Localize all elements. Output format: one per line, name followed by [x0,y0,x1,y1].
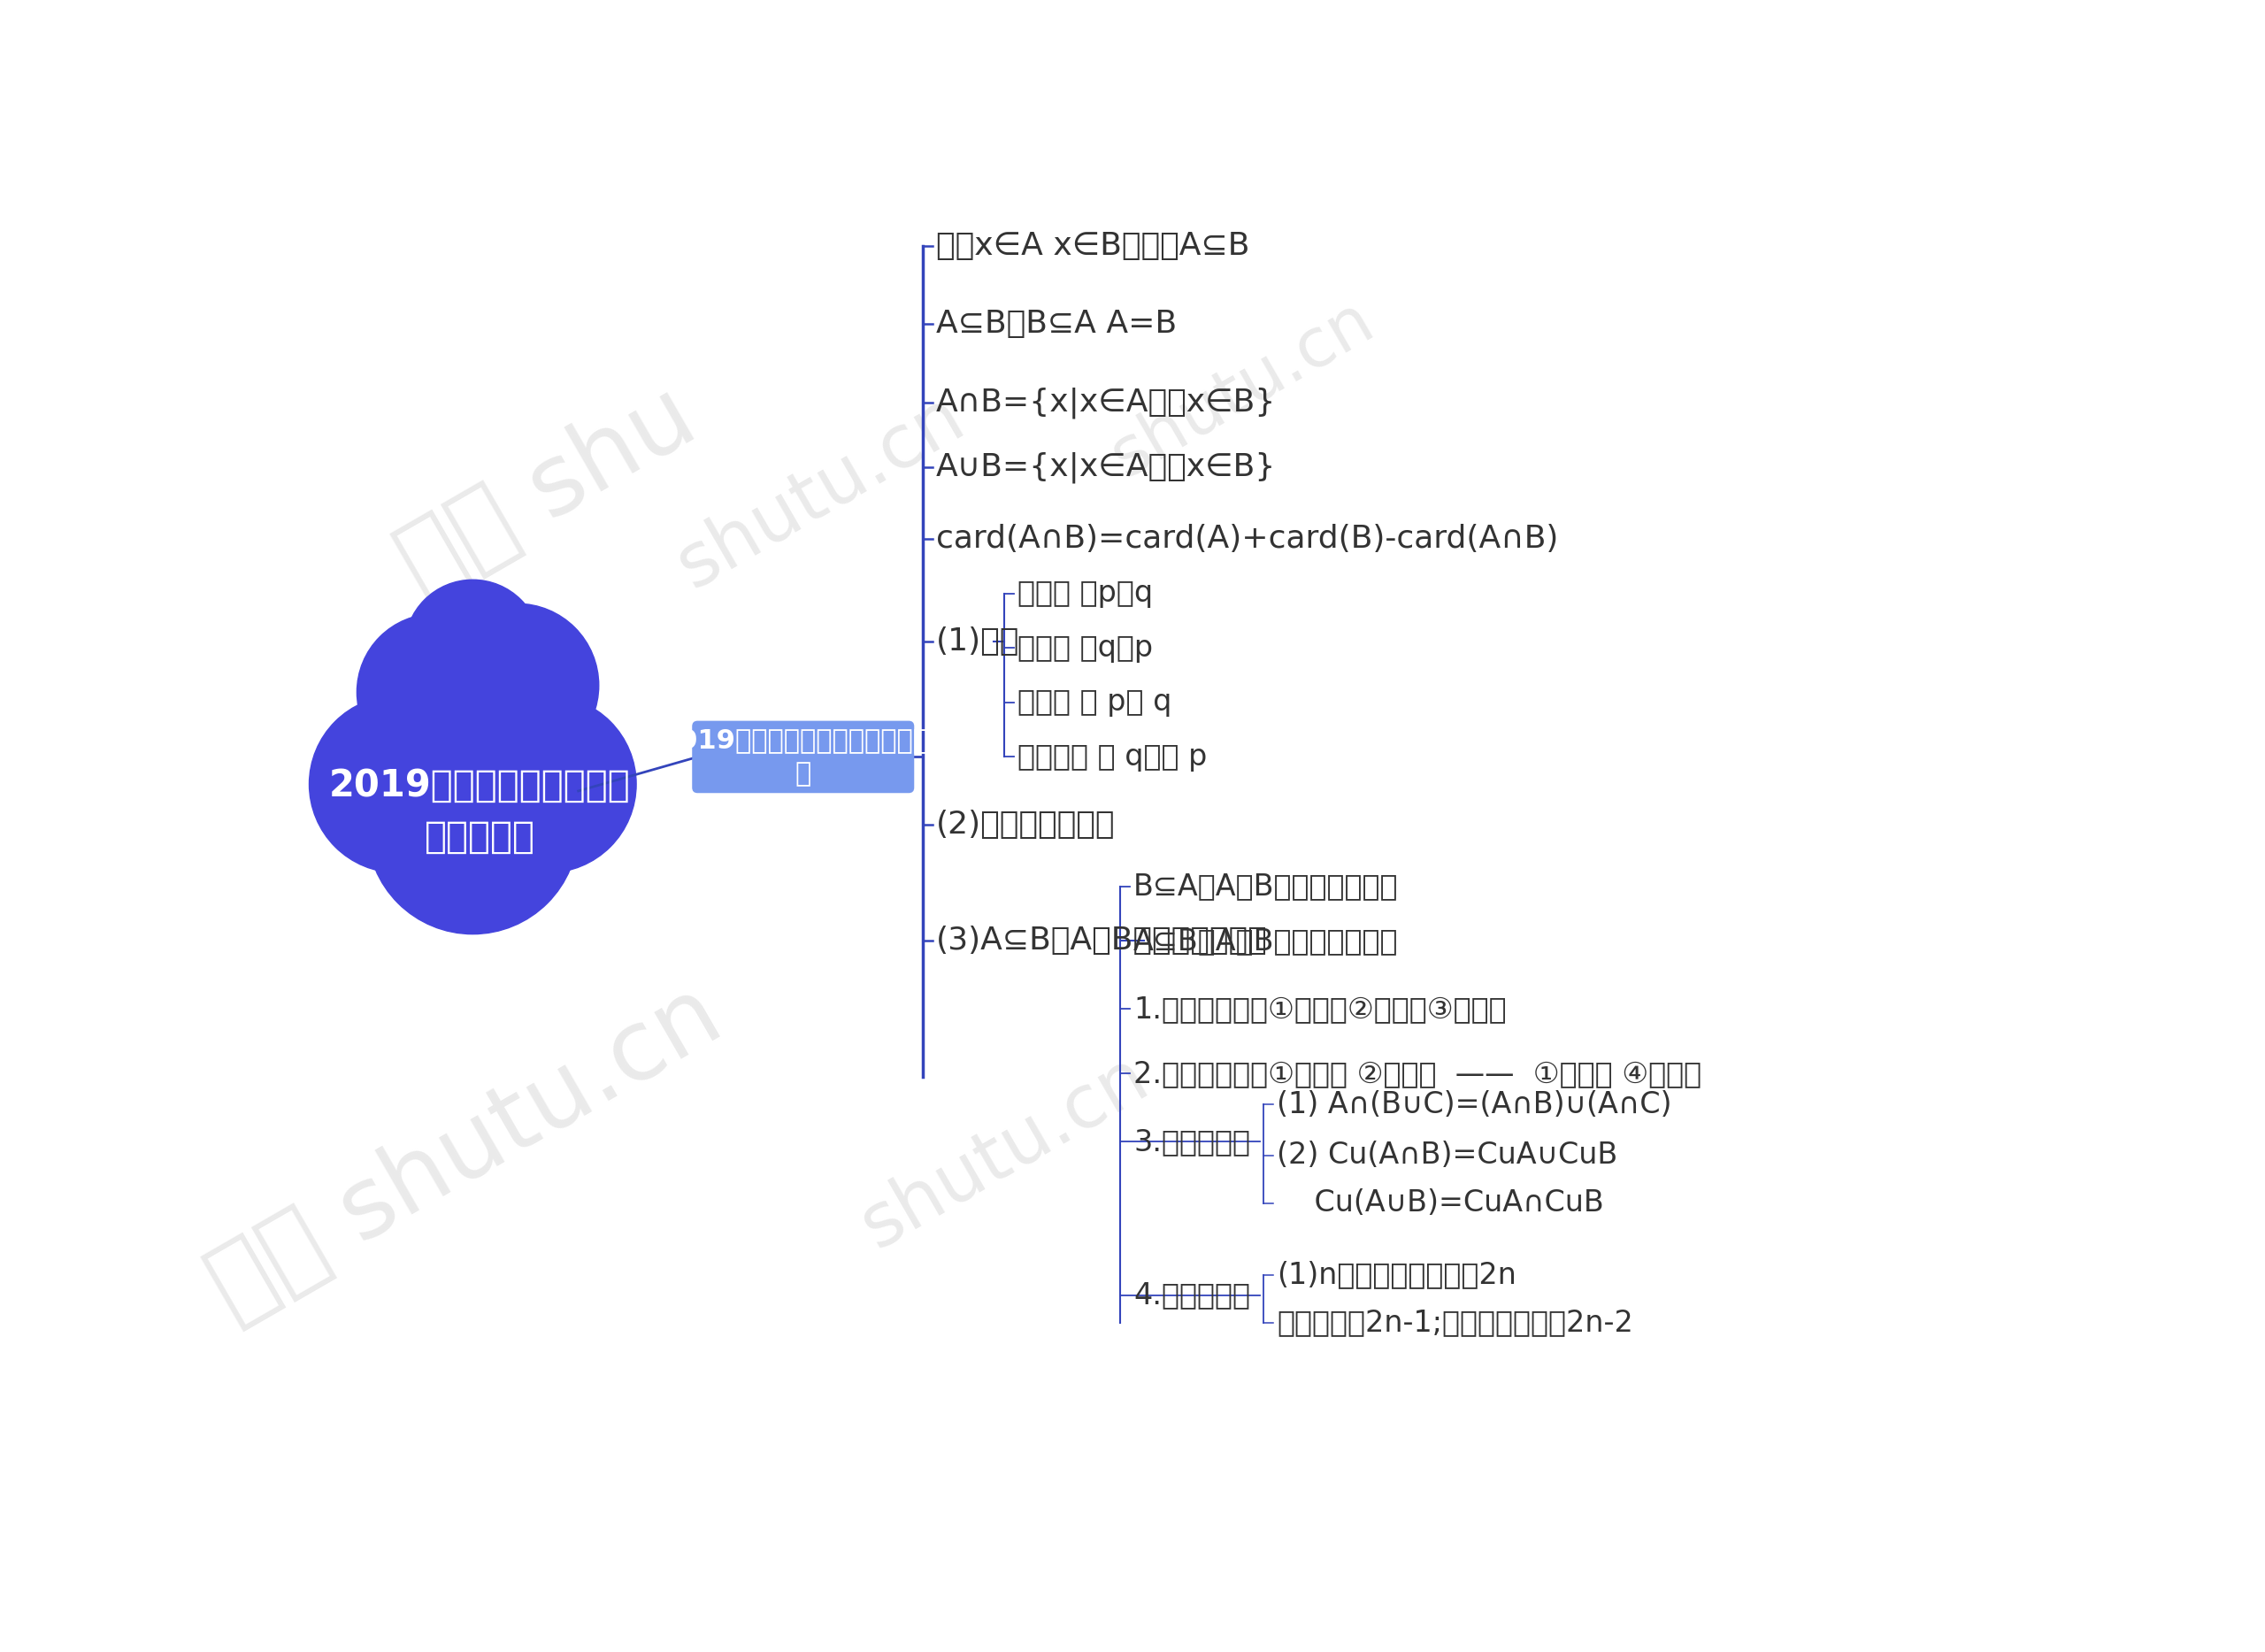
Circle shape [358,615,514,770]
Circle shape [367,724,578,933]
Text: 4.集合的性质: 4.集合的性质 [1132,1280,1250,1310]
Text: (1)命题: (1)命题 [935,626,1019,656]
Circle shape [460,695,636,872]
Circle shape [310,695,487,872]
Text: 1.集合元素具有①确定性②互异性③无序性: 1.集合元素具有①确定性②互异性③无序性 [1132,995,1506,1024]
Text: 任一x∈A x∈B，记作A⊆B: 任一x∈A x∈B，记作A⊆B [935,231,1250,261]
Text: A⊆B，B⊆A A=B: A⊆B，B⊆A A=B [935,309,1178,339]
Text: A∩B={x|x∈A，且x∈B}: A∩B={x|x∈A，且x∈B} [935,387,1275,418]
Text: shutu.cn: shutu.cn [1101,287,1386,491]
Text: 否命题 若 p则 q: 否命题 若 p则 q [1017,687,1171,717]
Text: card(A∩B)=card(A)+card(B)-card(A∩B): card(A∩B)=card(A)+card(B)-card(A∩B) [935,524,1558,553]
Circle shape [435,603,598,767]
Text: 真子集数：2n-1;非空真子集数：2n-2: 真子集数：2n-1;非空真子集数：2n-2 [1277,1308,1633,1336]
Text: (2) Cu(A∩B)=CuA∪CuB: (2) Cu(A∩B)=CuA∪CuB [1277,1142,1617,1170]
Text: (2)四种命题的关系: (2)四种命题的关系 [935,809,1114,841]
Text: shutu.cn: shutu.cn [847,1041,1160,1262]
Text: 2019高考数学知识点：简单逻辑公
式: 2019高考数学知识点：简单逻辑公 式 [661,727,947,786]
FancyBboxPatch shape [693,720,915,793]
Text: A⊆B，A是B成立的充要条件: A⊆B，A是B成立的充要条件 [1132,927,1398,955]
Text: 逆命题 若q则p: 逆命题 若q则p [1017,633,1153,662]
Text: Cu(A∪B)=CuA∩CuB: Cu(A∪B)=CuA∩CuB [1277,1188,1604,1218]
Text: 树图 shu: 树图 shu [383,368,711,613]
Text: shutu.cn: shutu.cn [664,380,976,601]
Text: A∪B={x|x∈A，或x∈B}: A∪B={x|x∈A，或x∈B} [935,451,1275,482]
Text: 2019高考数学知识点：简
单逻辑公式: 2019高考数学知识点：简 单逻辑公式 [328,767,630,856]
Text: 树图 shutu.cn: 树图 shutu.cn [195,968,738,1336]
Text: (1) A∩(B∪C)=(A∩B)∪(A∩C): (1) A∩(B∪C)=(A∩B)∪(A∩C) [1277,1090,1672,1118]
Text: B⊆A，A是B成立的必要条件: B⊆A，A是B成立的必要条件 [1132,872,1398,900]
Circle shape [405,580,541,715]
Text: 逆否命题 若 q，则 p: 逆否命题 若 q，则 p [1017,742,1207,771]
Text: (1)n元集合的子集数：2n: (1)n元集合的子集数：2n [1277,1260,1515,1289]
Text: 2.集合表示方法①列举法 ②描述法  ——  ①韦恩图 ④数轴法: 2.集合表示方法①列举法 ②描述法 —— ①韦恩图 ④数轴法 [1132,1059,1701,1089]
Text: (3)A⊆B，A是B成立的充分条件: (3)A⊆B，A是B成立的充分条件 [935,925,1268,957]
Text: 原命题 若p则q: 原命题 若p则q [1017,578,1153,608]
Text: 3.集合的运算: 3.集合的运算 [1132,1127,1250,1156]
